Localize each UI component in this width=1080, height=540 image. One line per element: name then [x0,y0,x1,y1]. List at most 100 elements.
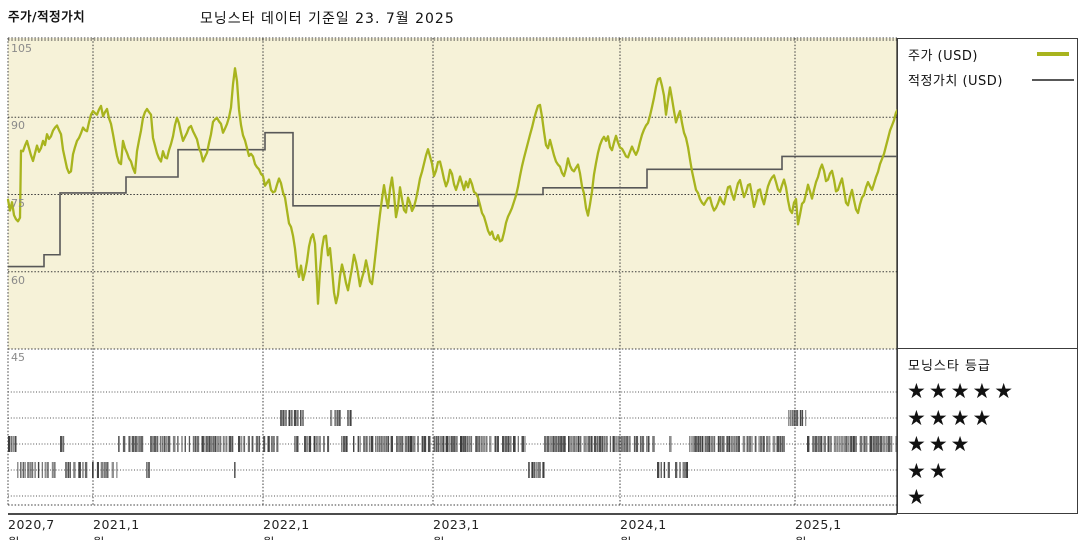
rating-mark [205,436,208,452]
rating-mark [34,462,36,478]
rating-mark [563,436,566,452]
rating-mark [150,436,152,452]
chart-title: 모닝스타 데이터 기준일 23. 7월 2025 [200,11,455,27]
rating-mark [288,410,291,426]
rating-mark [748,436,751,452]
rating-legend-title: 모닝스타 등급 [908,359,991,374]
rating-mark [855,436,857,452]
rating-mark [885,436,888,452]
rating-mark [96,462,99,478]
rating-mark [445,436,449,452]
rating-mark [805,410,807,426]
rating-mark [730,436,733,452]
rating-mark [197,436,200,452]
rating-row-2-stars: ★★ [907,458,951,483]
x-tick-label: 2021,1월 [93,517,140,540]
rating-mark [318,436,321,452]
y-tick-label: 45 [11,351,25,364]
rating-mark [456,436,458,452]
rating-mark [54,462,56,478]
rating-mark [300,410,302,426]
rating-mark [660,462,662,478]
rating-mark [598,436,601,452]
rating-mark [776,436,779,452]
rating-mark [363,436,366,452]
rating-mark [267,436,270,452]
rating-mark [783,436,785,452]
y-tick-label: 75 [11,196,25,210]
rating-mark [276,436,279,452]
rating-mark [188,436,191,452]
rating-mark [669,436,672,452]
rating-mark [790,410,792,426]
rating-mark [852,436,855,452]
rating-mark [793,410,796,426]
rating-mark [453,436,456,452]
rating-mark [827,436,830,452]
rating-mark [159,436,162,452]
rating-mark [402,436,404,452]
rating-mark [667,462,670,478]
rating-mark [639,436,642,452]
rating-mark [421,436,424,452]
rating-mark [131,436,135,452]
rating-mark [10,436,13,452]
rating-mark [375,436,377,452]
rating-mark [568,436,570,452]
rating-mark [762,436,765,452]
rating-mark [647,436,650,452]
rating-mark [480,436,483,452]
rating-mark [546,436,550,452]
rating-mark [243,436,246,452]
rating-mark [700,436,702,452]
rating-row-3-stars: ★★★ [907,432,973,456]
rating-mark [573,436,576,452]
rating-mark [820,436,823,452]
rating-mark [652,436,655,452]
rating-mark [31,462,34,478]
rating-mark [697,436,700,452]
rating-mark [504,436,507,452]
rating-mark [304,436,307,452]
rating-mark [736,436,738,452]
rating-mark [378,436,381,452]
rating-mark [68,462,70,478]
rating-mark [679,462,681,478]
rating-mark [345,436,348,452]
rating-mark [887,436,891,452]
rating-mark [838,436,841,452]
rating-mark [24,462,26,478]
rating-mark [337,410,339,426]
rating-mark [255,436,259,452]
rating-mark [73,462,76,478]
rating-mark [577,436,580,452]
rating-mark [872,436,875,452]
rating-mark [387,436,390,452]
rating-mark [470,436,473,452]
rating-mark [615,436,618,452]
rating-mark [371,436,374,452]
rating-row-1-stars: ★ [907,485,929,509]
rating-mark [8,436,10,452]
rating-mark [684,462,686,478]
rating-mark [139,436,141,452]
rating-mark [478,436,480,452]
rating-mark [128,436,131,452]
price-line-swatch [1037,52,1069,56]
rating-mark [258,436,261,452]
rating-mark [341,436,343,452]
rating-mark [866,436,868,452]
rating-mark [177,436,179,452]
rating-mark [219,436,222,452]
rating-mark [293,410,297,426]
rating-mark [733,436,736,452]
rating-mark [840,436,844,452]
rating-mark [184,436,186,452]
rating-mark [742,436,746,452]
rating-mark [728,436,730,452]
rating-mark [507,436,510,452]
rating-mark [590,436,593,452]
rating-mark [134,436,137,452]
